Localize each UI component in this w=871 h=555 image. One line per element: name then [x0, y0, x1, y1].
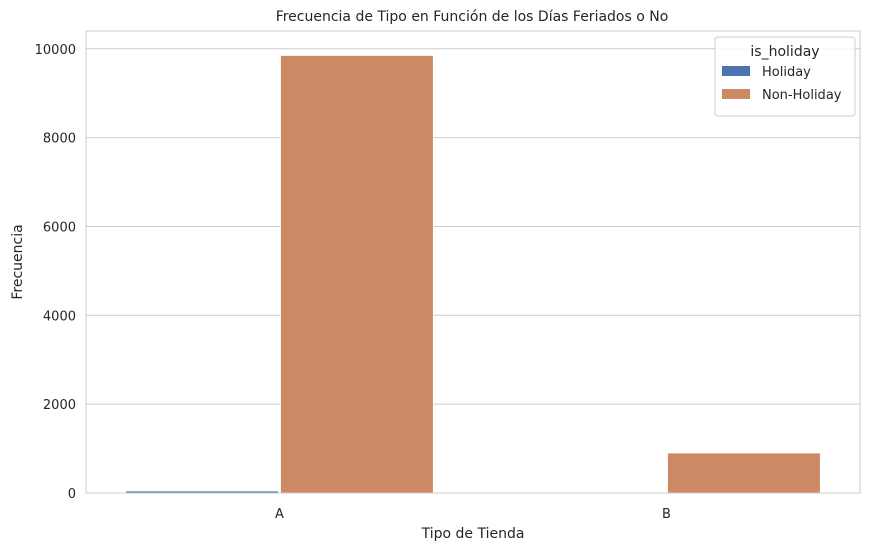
- y-axis-label: Frecuencia: [10, 224, 26, 299]
- y-tick-label-0: 0: [68, 487, 76, 502]
- y-tick-label-8000: 8000: [43, 132, 76, 147]
- y-tick-label-2000: 2000: [43, 398, 76, 413]
- legend: is_holiday Holiday Non-Holiday: [715, 37, 855, 116]
- bar-B-non-holiday: [668, 453, 821, 493]
- y-tick-label-10000: 10000: [35, 43, 76, 58]
- bars: [126, 55, 821, 493]
- y-tick-labels: 0 2000 4000 6000 8000 10000: [35, 43, 76, 502]
- chart-title: Frecuencia de Tipo en Función de los Día…: [276, 9, 669, 25]
- legend-swatch-holiday: [722, 66, 750, 76]
- y-tick-label-6000: 6000: [43, 220, 76, 235]
- x-tick-label-A: A: [275, 507, 284, 522]
- x-tick-label-B: B: [662, 507, 671, 522]
- x-axis-label: Tipo de Tienda: [421, 526, 525, 542]
- bar-A-non-holiday: [281, 55, 434, 493]
- legend-label-holiday: Holiday: [762, 65, 811, 80]
- legend-swatch-non-holiday: [722, 89, 750, 99]
- legend-title: is_holiday: [750, 44, 819, 60]
- y-tick-label-4000: 4000: [43, 309, 76, 324]
- legend-label-non-holiday: Non-Holiday: [762, 88, 842, 103]
